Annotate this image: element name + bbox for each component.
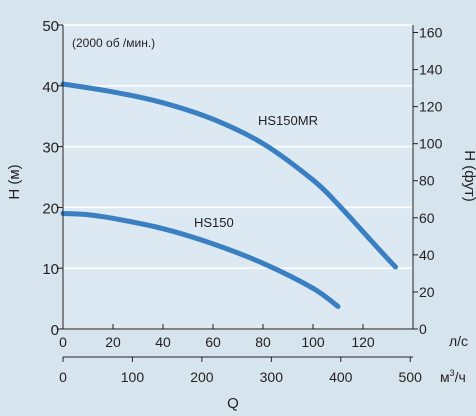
left-tick-label: 50: [42, 18, 59, 35]
axes: [62, 25, 414, 330]
grid-lines: [63, 24, 413, 269]
plot-area: [63, 25, 413, 329]
x-unit-tail: /ч: [455, 369, 466, 385]
left-tick-label: 30: [42, 140, 59, 157]
performance-curves: HS150MR HS150: [60, 81, 398, 309]
chart-annotation: (2000 об /мин.): [72, 36, 155, 50]
x-primary-tick-label: 100: [301, 334, 325, 350]
x-primary-tick-label: 120: [351, 334, 375, 350]
right-tick-label: 120: [419, 99, 443, 115]
x-secondary-tick-label: 300: [260, 369, 284, 385]
x-primary-tick-label: 80: [255, 334, 271, 350]
x-primary-tick-label: 40: [155, 334, 171, 350]
right-tick-label: 20: [419, 284, 435, 300]
right-tick-label: 0: [419, 321, 427, 337]
x-unit-secondary: м3/ч: [440, 368, 466, 385]
x-primary-tick-label: 20: [105, 334, 121, 350]
right-tick-label: 40: [419, 247, 435, 263]
x-axis-title: Q: [227, 395, 239, 412]
curve-hs150mr: [60, 81, 398, 270]
right-tick-label: 60: [419, 210, 435, 226]
x-unit-primary: л/с: [449, 333, 468, 349]
x-secondary-tick-label: 200: [190, 369, 214, 385]
right-tick-label: 80: [419, 173, 435, 189]
x-secondary-tick-label: 400: [329, 369, 353, 385]
series-label-hs150: HS150: [194, 215, 234, 230]
x-secondary-tick-label: 500: [399, 369, 423, 385]
x-unit-base: м: [440, 369, 450, 385]
right-tick-label: 160: [419, 24, 443, 40]
left-tick-label: 20: [42, 200, 59, 217]
tick-marks: [58, 24, 418, 362]
x-secondary-tick-label: 0: [59, 369, 67, 385]
curve-hs150: [60, 211, 341, 309]
x-unit-superscript: 3: [450, 368, 455, 378]
series-label-hs150mr: HS150MR: [258, 113, 318, 128]
right-tick-label: 100: [419, 136, 443, 152]
x-secondary-tick-label: 100: [121, 369, 145, 385]
left-tick-label: 0: [51, 322, 59, 339]
right-axis-title: H (фут): [461, 150, 476, 202]
x-primary-tick-label: 60: [205, 334, 221, 350]
x-primary-tick-label: 0: [59, 334, 67, 350]
left-tick-label: 10: [42, 261, 59, 278]
left-axis-title: H (м): [6, 164, 23, 199]
right-tick-label: 140: [419, 62, 443, 78]
left-tick-label: 40: [42, 79, 59, 96]
